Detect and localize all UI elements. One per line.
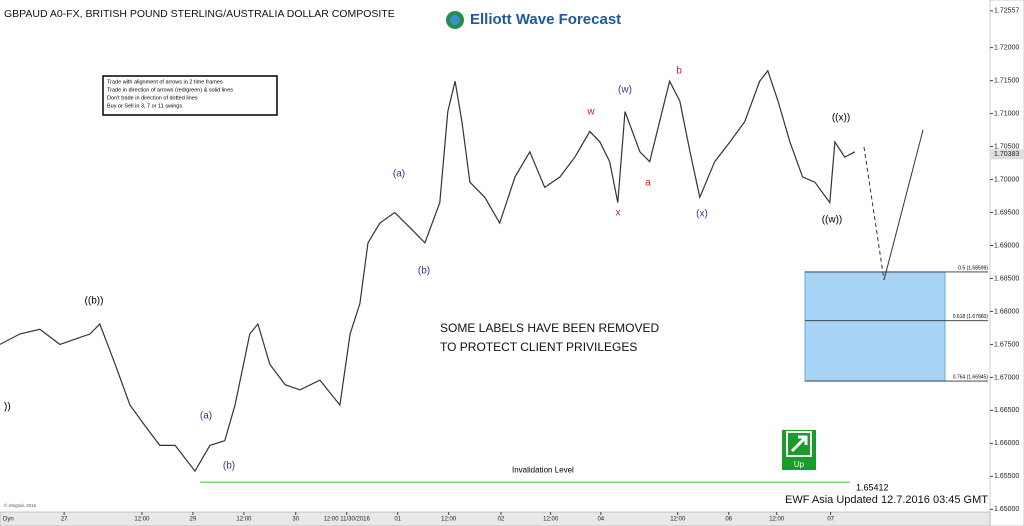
wave-label: w (586, 107, 595, 118)
rule: Trade with alignment of arrows in 2 time… (107, 79, 223, 85)
y-tick-label: 1.70000 (994, 176, 1019, 183)
wave-label: ((b)) (85, 296, 104, 307)
invalidation-label: Invalidation Level (512, 465, 574, 474)
signal-arrow (790, 435, 808, 453)
x-tick-label: 06 (725, 517, 732, 523)
last-price-box (991, 149, 1024, 160)
top-price-label: 1.72557 (994, 8, 1019, 15)
projection-solid (883, 129, 924, 281)
signal-label: Up (794, 460, 805, 469)
x-tick-label: 12:00 (769, 517, 785, 523)
last-price-label: 1.70383 (994, 151, 1019, 158)
y-tick-label: 1.69500 (994, 209, 1019, 216)
y-tick-label: 1.71000 (994, 110, 1019, 117)
y-tick-label: 1.65000 (994, 506, 1019, 513)
interval-label: Dyn (3, 517, 14, 523)
y-axis-panel (989, 0, 1024, 526)
x-tick-label: 01 (394, 517, 401, 523)
logo-icon-inner (450, 15, 460, 25)
y-tick-label: 1.68500 (994, 275, 1019, 282)
wave-label: )) (4, 402, 11, 413)
y-tick-label: 1.67500 (994, 341, 1019, 348)
wave-label: (a) (393, 169, 405, 180)
y-tick-label: 1.69000 (994, 242, 1019, 249)
wave-label: (x) (696, 209, 708, 220)
projection-dashed (863, 146, 885, 281)
fib-label: 0.618 (1.67860) (953, 314, 989, 320)
chart-title: GBPAUD A0-FX, BRITISH POUND STERLING/AUS… (4, 8, 395, 20)
price-line (0, 69, 856, 473)
x-tick-label: 02 (498, 517, 505, 523)
y-tick-label: 1.65500 (994, 473, 1019, 480)
invalidation-value: 1.65412 (856, 483, 889, 493)
y-tick-label: 1.67000 (994, 374, 1019, 381)
y-tick-label: 1.70500 (994, 143, 1019, 150)
wave-label: (b) (418, 266, 430, 277)
x-tick-label: 04 (597, 517, 604, 523)
y-tick-label: 1.68000 (994, 308, 1019, 315)
rule: Trade in direction of arrows (red/green)… (107, 87, 233, 93)
rule: Buy or Sell in 3, 7 or 11 swings (107, 103, 182, 109)
y-tick-label: 1.66500 (994, 407, 1019, 414)
wave-label: a (645, 178, 651, 189)
wave-label: x (616, 208, 621, 219)
wave-label: ((x)) (832, 113, 850, 124)
logo-text: Elliott Wave Forecast (470, 11, 621, 28)
notice: SOME LABELS HAVE BEEN REMOVED (440, 321, 660, 335)
x-tick-label: 12:00 (670, 517, 686, 523)
wave-label: b (676, 66, 682, 77)
fib-label: 0.764 (1.66945) (953, 374, 989, 380)
x-tick-label: 07 (827, 517, 834, 523)
signal-frame (786, 431, 812, 457)
wave-label: (w) (618, 85, 632, 96)
x-tick-label: 29 (190, 517, 197, 523)
x-tick-label: 12:00 11/30/2016 (324, 517, 371, 523)
wave-label: ((w)) (822, 215, 843, 226)
wave-label: (b) (223, 461, 235, 472)
fib-zone (804, 271, 946, 382)
fib-label: 0.5 (1.68599) (958, 265, 988, 271)
footer: EWF Asia Updated 12.7.2016 03:45 GMT (785, 494, 988, 506)
notice: TO PROTECT CLIENT PRIVILEGES (440, 340, 637, 354)
x-axis-panel (0, 511, 991, 526)
rule: Don't trade in direction of dotted lines (107, 95, 198, 101)
x-tick-label: 12:00 (134, 517, 150, 523)
x-tick-label: 27 (61, 517, 68, 523)
copyright: © eSignal, 2016 (4, 502, 37, 508)
x-tick-label: 12:00 (441, 517, 457, 523)
rules-box (102, 75, 278, 116)
x-tick-label: 30 (292, 517, 299, 523)
y-tick-label: 1.66000 (994, 440, 1019, 447)
y-tick-label: 1.71500 (994, 77, 1019, 84)
wave-label: (a) (200, 411, 212, 422)
x-tick-label: 12:00 (543, 517, 559, 523)
x-tick-label: 12:00 (236, 517, 252, 523)
y-tick-label: 1.72000 (994, 44, 1019, 51)
